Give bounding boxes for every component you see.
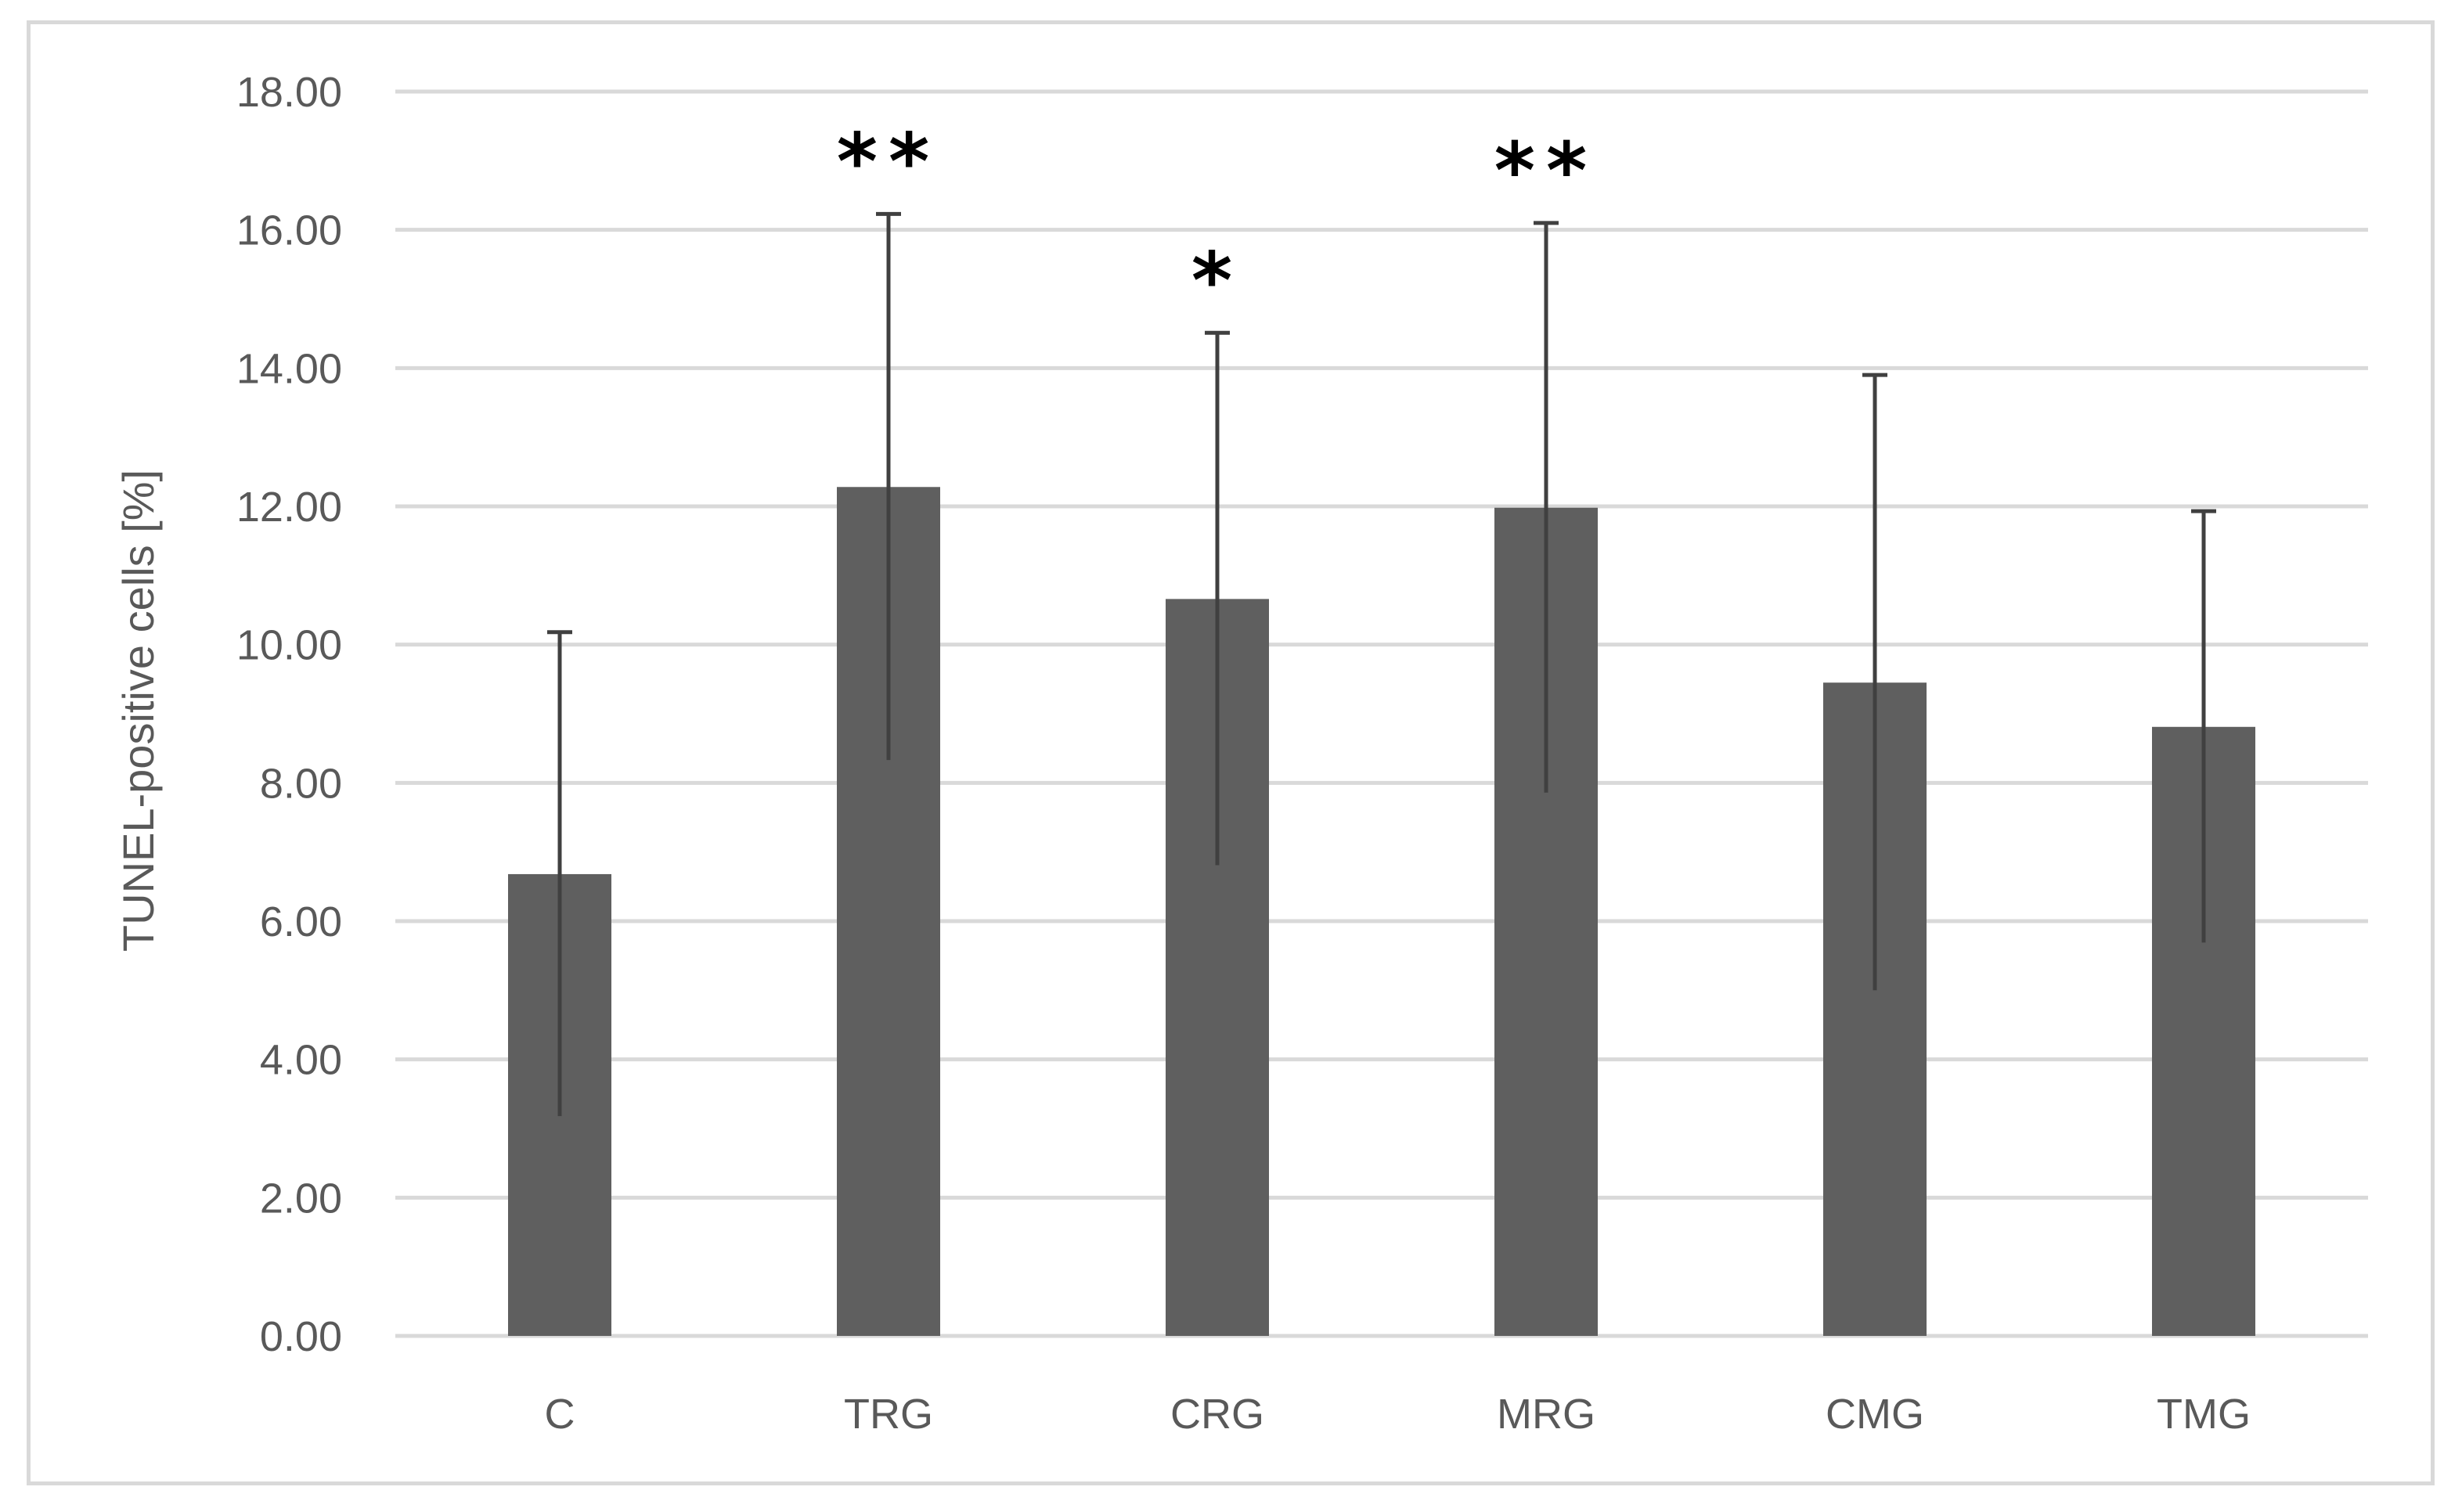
y-tick-label: 6.00 (260, 898, 342, 945)
y-tick-label: 8.00 (260, 760, 342, 807)
y-tick-label: 18.00 (236, 69, 342, 116)
y-tick-label: 4.00 (260, 1037, 342, 1084)
x-tick-label: MRG (1497, 1391, 1595, 1438)
x-tick-label: TRG (844, 1391, 933, 1438)
y-axis-title: TUNEL-positive cells [%] (114, 470, 163, 952)
y-tick-label: 12.00 (236, 484, 342, 531)
y-tick-label: 14.00 (236, 345, 342, 392)
x-tick-label: TMG (2157, 1391, 2251, 1438)
gridlines (395, 89, 2368, 1338)
y-tick-label: 16.00 (236, 207, 342, 254)
y-tick-label: 2.00 (260, 1175, 342, 1222)
bars (508, 487, 2255, 1337)
significance-marker: ** (1494, 125, 1599, 217)
x-tick-label: C (545, 1391, 575, 1438)
x-tick-label: CMG (1826, 1391, 1924, 1438)
significance-marker: * (1191, 235, 1243, 326)
y-tick-label: 10.00 (236, 622, 342, 669)
labels: 0.00 2.00 4.00 6.00 8.00 10.00 12.00 14.00 16.00… (236, 69, 2251, 1438)
significance-marker: ** (837, 116, 941, 207)
error-bars (547, 211, 2216, 1117)
y-tick-label: 0.00 (260, 1313, 342, 1360)
x-tick-label: CRG (1170, 1391, 1264, 1438)
